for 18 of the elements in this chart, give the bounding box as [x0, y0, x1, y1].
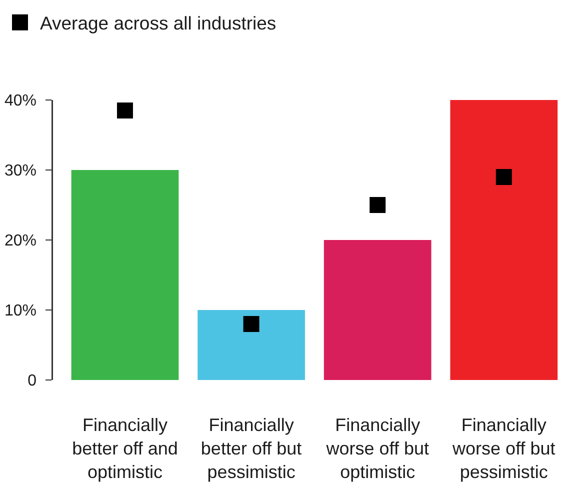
point: [243, 316, 260, 332]
point: [116, 102, 133, 118]
x-tick-label: Financially better off but pessimistic: [200, 415, 302, 482]
bar: [198, 310, 305, 380]
bar: [450, 100, 558, 380]
point: [370, 197, 386, 213]
point: [496, 169, 512, 185]
x-tick-label: Financially better off and optimistic: [72, 415, 178, 482]
y-tick-label: 0: [28, 372, 37, 390]
legend-label: Average across all industries: [40, 12, 276, 34]
x-tick-label: Financially worse off but optimistic: [325, 415, 429, 482]
x-tick-label: Financially worse off but pessimistic: [452, 415, 556, 482]
bar: [324, 240, 432, 380]
y-tick-label: 30%: [4, 162, 36, 180]
y-tick-label: 10%: [4, 302, 36, 320]
bar: [71, 170, 179, 380]
y-tick-label: 20%: [4, 232, 36, 250]
y-tick-label: 40%: [4, 92, 36, 110]
